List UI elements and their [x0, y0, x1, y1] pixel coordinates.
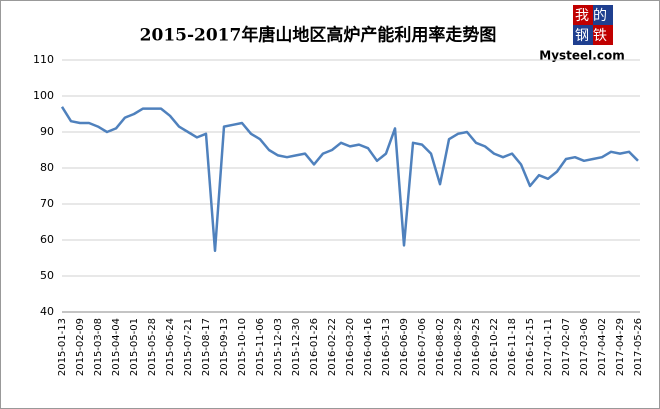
x-tick-label: 2017-02-07: [561, 318, 572, 376]
x-tick-label: 2017-05-26: [633, 318, 644, 376]
x-tick-label: 2015-12-30: [291, 318, 302, 376]
x-tick-label: 2017-01-11: [543, 318, 554, 376]
x-tick-label: 2016-05-13: [381, 318, 392, 376]
x-tick-label: 2015-06-24: [165, 318, 176, 376]
line: [60, 106, 639, 253]
logo-text: 钢铁: [575, 28, 611, 44]
y-tick-label: 70: [40, 197, 54, 210]
y-tick-label: 50: [40, 269, 54, 282]
logo-box: [593, 25, 613, 45]
x-tick-label: 2015-04-04: [111, 318, 122, 376]
x-tick-label: 2017-04-02: [597, 318, 608, 376]
y-tick-label: 100: [33, 89, 54, 102]
logo-site: Mysteel.com: [539, 49, 624, 63]
x-tick-label: 2017-04-29: [615, 318, 626, 376]
y-tick-label: 40: [40, 305, 54, 318]
y-tick-label: 80: [40, 161, 54, 174]
x-tick-label: 2015-12-03: [273, 318, 284, 376]
x-tick-label: 2015-10-10: [237, 318, 248, 376]
x-tick-label: 2015-01-13: [57, 318, 68, 376]
x-tick-label: 2016-03-20: [345, 318, 356, 376]
y-tick-label: 60: [40, 233, 54, 246]
x-tick-label: 2015-05-28: [147, 318, 158, 376]
logo-box: [573, 25, 593, 45]
x-tick-label: 2016-08-29: [453, 318, 464, 376]
x-tick-label: 2016-08-02: [435, 318, 446, 376]
x-tick-label: 2016-07-06: [417, 318, 428, 376]
x-tick-label: 2017-03-06: [579, 318, 590, 376]
x-tick-label: 2015-02-09: [75, 318, 86, 376]
x-tick-label: 2016-09-25: [471, 318, 482, 376]
x-tick-label: 2015-03-08: [93, 318, 104, 376]
x-tick-label: 2016-10-22: [489, 318, 500, 376]
logo-text: 我的: [575, 8, 611, 24]
x-tick-label: 2015-11-06: [255, 318, 266, 376]
x-tick-label: 2016-04-16: [363, 318, 374, 376]
x-tick-label: 2016-12-15: [525, 318, 536, 376]
x-tick-label: 2015-08-17: [201, 318, 212, 376]
chart-title: 2015-2017年唐山地区高炉产能利用率走势图: [140, 25, 497, 46]
x-tick-label: 2015-05-01: [129, 318, 140, 376]
y-tick-label: 90: [40, 125, 54, 138]
y-tick-label: 110: [33, 53, 54, 66]
x-tick-label: 2016-02-22: [327, 318, 338, 376]
logo-box: [573, 5, 593, 25]
x-tick-label: 2016-01-26: [309, 318, 320, 376]
x-tick-label: 2015-09-13: [219, 318, 230, 376]
x-tick-label: 2016-11-18: [507, 318, 518, 376]
logo-box: [593, 5, 613, 25]
x-tick-label: 2016-06-09: [399, 318, 410, 376]
x-tick-label: 2015-07-21: [183, 318, 194, 376]
